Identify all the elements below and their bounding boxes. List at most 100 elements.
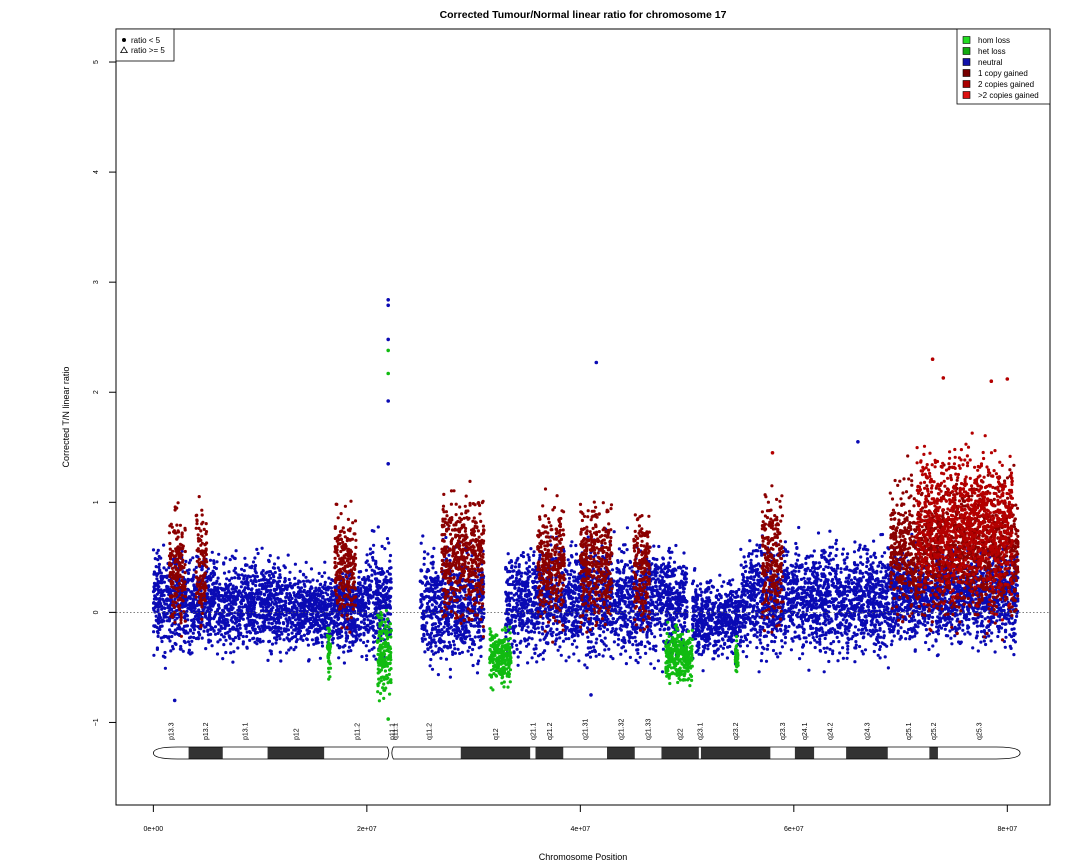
data-point [319,582,323,586]
data-point [250,609,254,613]
data-point [320,644,325,648]
data-point [426,552,430,556]
data-point [232,614,236,619]
data-point [162,588,167,592]
data-point [181,649,185,653]
data-point [332,622,336,626]
data-point [456,647,460,651]
data-point [468,634,472,638]
data-point [184,559,188,564]
data-point [278,637,282,641]
data-point [624,576,629,580]
data-point [626,584,630,588]
data-point [367,584,371,588]
data-point [204,647,208,651]
data-point [526,661,530,665]
chart-title: Corrected Tumour/Normal linear ratio for… [440,9,727,21]
data-point [298,629,303,633]
data-point [294,645,298,649]
series-neutral [151,298,1020,703]
data-point [215,652,220,656]
data-point [566,608,571,612]
data-point [541,632,545,636]
data-point [684,577,688,581]
data-point [385,592,389,596]
data-point [453,623,457,628]
data-point [233,576,237,580]
data-point [294,594,298,599]
data-point [337,627,341,631]
data-point [620,559,624,564]
data-point [162,599,166,604]
data-point [263,593,267,597]
data-point [426,647,430,652]
data-point [197,608,201,612]
data-point [218,616,222,620]
data-point [320,635,324,639]
data-point [683,574,687,578]
data-point [268,554,272,558]
data-point [680,603,684,607]
data-point [685,605,689,609]
data-point [315,618,319,623]
data-point [297,624,301,628]
data-point [373,635,377,640]
data-point [652,644,656,648]
data-point [286,633,290,637]
data-point [536,626,540,630]
data-point [228,627,232,632]
data-point [171,557,175,562]
data-point [388,553,393,558]
data-point [264,605,268,610]
data-point [302,588,306,592]
data-point [356,633,360,637]
data-point [375,584,379,588]
data-point [602,630,606,634]
data-point [323,580,327,585]
data-point [624,649,628,653]
data-point [261,573,265,577]
data-point [639,623,643,627]
data-point [287,611,291,615]
data-point [263,581,267,586]
data-point [313,623,317,627]
data-point [277,629,281,633]
data-point [228,635,232,639]
data-point [274,601,278,605]
data-point [378,586,382,590]
data-point [425,632,429,636]
data-point [433,590,437,594]
data-point [310,638,314,642]
data-point [476,662,480,666]
data-point [302,633,306,637]
data-point [252,619,256,623]
data-point [359,589,363,594]
data-point [262,614,266,618]
data-point [220,615,224,620]
data-point [287,577,291,582]
data-point [530,656,534,660]
data-point [159,636,163,640]
data-point [418,606,422,610]
data-point [340,634,344,638]
data-point [573,591,577,595]
data-point [422,562,426,566]
data-point [447,640,451,644]
data-point [277,633,281,638]
data-point [447,553,451,557]
data-point [424,610,428,614]
data-point [462,641,466,645]
data-point [221,657,225,661]
data-point [192,628,197,632]
data-point [362,626,366,630]
data-point [438,638,442,642]
data-point [434,607,439,611]
data-point [514,576,519,580]
data-point [293,562,297,566]
data-point [285,624,289,628]
data-point [157,600,161,605]
data-point [568,561,572,565]
data-point [174,642,178,647]
data-point [481,595,485,599]
data-point [668,556,672,560]
